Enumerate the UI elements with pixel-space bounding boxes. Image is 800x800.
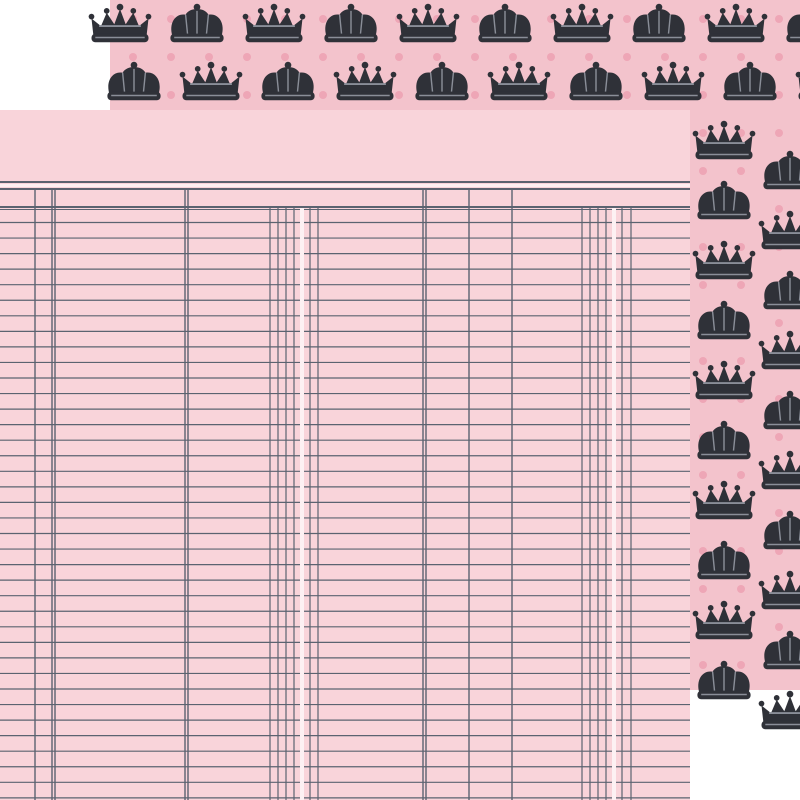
ledger-paper — [0, 110, 690, 800]
crown-icon — [757, 689, 800, 731]
ledger-background — [0, 110, 690, 800]
